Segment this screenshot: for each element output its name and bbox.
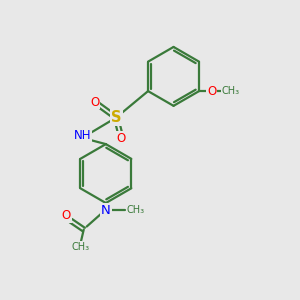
Text: O: O [61, 209, 71, 222]
Text: O: O [207, 85, 216, 98]
Text: S: S [111, 110, 122, 125]
Text: CH₃: CH₃ [222, 86, 240, 96]
Text: O: O [90, 95, 100, 109]
Text: NH: NH [74, 129, 91, 142]
Text: O: O [116, 132, 125, 145]
Text: CH₃: CH₃ [126, 206, 144, 215]
Text: N: N [101, 204, 111, 217]
Text: CH₃: CH₃ [72, 242, 90, 252]
